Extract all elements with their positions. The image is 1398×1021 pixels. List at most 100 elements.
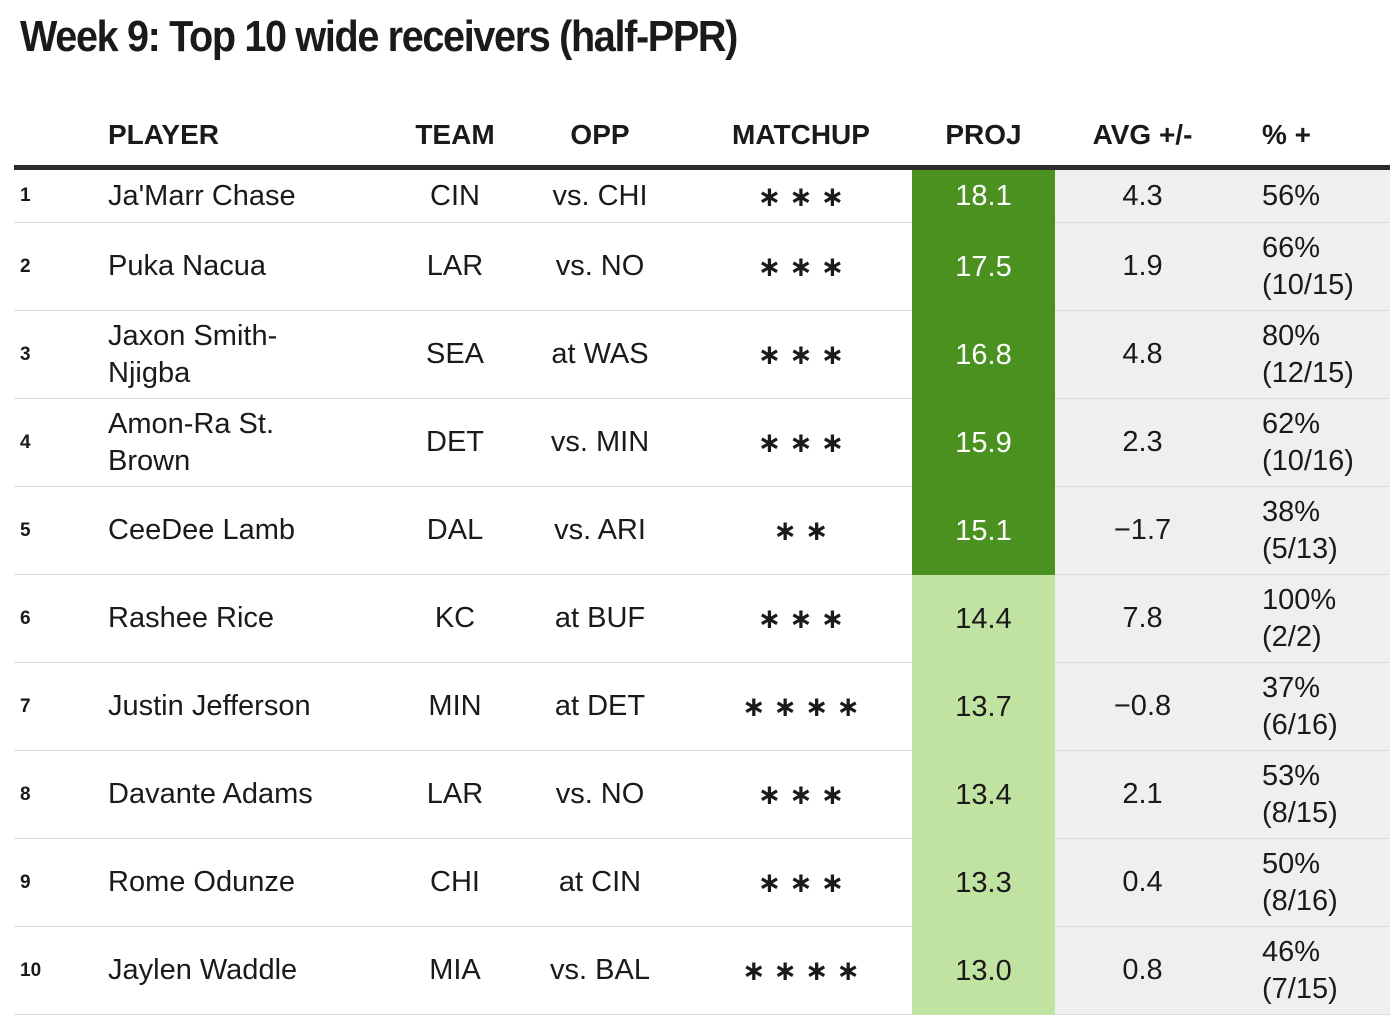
pct-value: 56% (1262, 179, 1321, 212)
rank-cell: 10 (14, 927, 80, 1015)
player-name: Rashee Rice (108, 602, 275, 634)
pct-exceed-cell: 46% (7/15) (1230, 927, 1390, 1015)
player-name: Davante Adams (108, 778, 313, 810)
player-name: Jaylen Waddle (108, 954, 298, 986)
receivers-table: PLAYER TEAM OPP MATCHUP PROJ AVG +/- % +… (14, 104, 1390, 1015)
projection-cell: 15.1 (912, 487, 1055, 575)
pct-exceed-cell: 62% (10/16) (1230, 399, 1390, 487)
player-cell: Ja'Marr Chase (80, 170, 400, 223)
pct-value: 100% (1262, 583, 1337, 616)
matchup-stars: ∗∗∗ (690, 399, 912, 487)
pct-exceed-cell: 56% (1230, 170, 1390, 223)
opponent-cell: vs. NO (510, 223, 690, 311)
opponent-cell: vs. BAL (510, 927, 690, 1015)
matchup-stars: ∗∗∗ (690, 170, 912, 223)
matchup-stars: ∗∗∗ (690, 311, 912, 399)
player-cell: Puka Nacua (80, 223, 400, 311)
team-cell: DET (400, 399, 510, 487)
pct-exceed-cell: 50% (8/16) (1230, 839, 1390, 927)
header-player: PLAYER (108, 118, 220, 150)
table-row: 2 Puka Nacua LAR vs. NO ∗∗∗ 17.5 1.9 66%… (14, 223, 1390, 311)
header-rank (14, 104, 80, 165)
projection-cell: 17.5 (912, 223, 1055, 311)
pct-value: 80% (1262, 319, 1321, 352)
rank-cell: 8 (14, 751, 80, 839)
team-cell: CIN (400, 170, 510, 223)
matchup-stars: ∗∗∗ (690, 575, 912, 663)
player-cell: Rashee Rice (80, 575, 400, 663)
pct-exceed-cell: 80% (12/15) (1230, 311, 1390, 399)
player-cell: Jaylen Waddle (80, 927, 400, 1015)
pct-exceed-cell: 37% (6/16) (1230, 663, 1390, 751)
pct-detail: (12/15) (1262, 356, 1354, 389)
table-row: 1 Ja'Marr Chase CIN vs. CHI ∗∗∗ 18.1 4.3… (14, 170, 1390, 223)
player-cell: Rome Odunze (80, 839, 400, 927)
player-name: Jaxon Smith-Njigba (108, 319, 278, 389)
pct-detail: (6/16) (1262, 708, 1338, 741)
table-row: 3 Jaxon Smith-Njigba SEA at WAS ∗∗∗ 16.8… (14, 311, 1390, 399)
pct-exceed-cell: 66% (10/15) (1230, 223, 1390, 311)
opponent-cell: at DET (510, 663, 690, 751)
pct-value: 62% (1262, 407, 1321, 440)
projection-cell: 13.7 (912, 663, 1055, 751)
pct-value: 66% (1262, 231, 1321, 264)
pct-detail: (7/15) (1262, 972, 1338, 1005)
rank-cell: 3 (14, 311, 80, 399)
projection-cell: 18.1 (912, 170, 1055, 223)
pct-detail: (2/2) (1262, 620, 1322, 653)
avg-diff-cell: 7.8 (1055, 575, 1230, 663)
avg-diff-cell: −1.7 (1055, 487, 1230, 575)
player-name: Ja'Marr Chase (108, 179, 296, 212)
avg-diff-cell: 1.9 (1055, 223, 1230, 311)
projection-cell: 16.8 (912, 311, 1055, 399)
matchup-stars: ∗∗∗ (690, 839, 912, 927)
projection-cell: 14.4 (912, 575, 1055, 663)
avg-diff-cell: 0.4 (1055, 839, 1230, 927)
pct-detail: (5/13) (1262, 532, 1338, 565)
avg-diff-cell: −0.8 (1055, 663, 1230, 751)
table-row: 6 Rashee Rice KC at BUF ∗∗∗ 14.4 7.8 100… (14, 575, 1390, 663)
team-cell: SEA (400, 311, 510, 399)
avg-diff-cell: 0.8 (1055, 927, 1230, 1015)
opponent-cell: at BUF (510, 575, 690, 663)
player-name: Puka Nacua (108, 250, 266, 282)
pct-value: 53% (1262, 759, 1321, 792)
matchup-stars: ∗∗ (690, 487, 912, 575)
table-row: 10 Jaylen Waddle MIA vs. BAL ∗∗∗∗ 13.0 0… (14, 927, 1390, 1015)
pct-detail: (10/16) (1262, 444, 1354, 477)
rank-cell: 5 (14, 487, 80, 575)
header-matchup: MATCHUP (732, 118, 870, 150)
page-title: Week 9: Top 10 wide receivers (half-PPR) (20, 12, 738, 61)
projection-cell: 15.9 (912, 399, 1055, 487)
pct-value: 37% (1262, 671, 1321, 704)
table-body: 1 Ja'Marr Chase CIN vs. CHI ∗∗∗ 18.1 4.3… (14, 170, 1390, 1015)
opponent-cell: vs. CHI (510, 170, 690, 223)
player-cell: Amon-Ra St. Brown (80, 399, 400, 487)
table-header-row: PLAYER TEAM OPP MATCHUP PROJ AVG +/- % + (14, 104, 1390, 170)
team-cell: KC (400, 575, 510, 663)
header-opp: OPP (570, 118, 630, 150)
header-avg: AVG +/- (1092, 118, 1193, 150)
table-row: 5 CeeDee Lamb DAL vs. ARI ∗∗ 15.1 −1.7 3… (14, 487, 1390, 575)
player-cell: Jaxon Smith-Njigba (80, 311, 400, 399)
opponent-cell: vs. NO (510, 751, 690, 839)
rank-cell: 4 (14, 399, 80, 487)
player-cell: CeeDee Lamb (80, 487, 400, 575)
avg-diff-cell: 4.8 (1055, 311, 1230, 399)
avg-diff-cell: 2.1 (1055, 751, 1230, 839)
player-name: Amon-Ra St. Brown (108, 407, 274, 477)
opponent-cell: at CIN (510, 839, 690, 927)
player-name: Rome Odunze (108, 866, 295, 898)
team-cell: DAL (400, 487, 510, 575)
team-cell: LAR (400, 223, 510, 311)
pct-exceed-cell: 100% (2/2) (1230, 575, 1390, 663)
player-cell: Davante Adams (80, 751, 400, 839)
table-row: 7 Justin Jefferson MIN at DET ∗∗∗∗ 13.7 … (14, 663, 1390, 751)
matchup-stars: ∗∗∗ (690, 751, 912, 839)
pct-exceed-cell: 38% (5/13) (1230, 487, 1390, 575)
pct-detail: (8/16) (1262, 884, 1338, 917)
header-pct: % + (1262, 118, 1312, 150)
header-proj: PROJ (945, 118, 1022, 150)
rank-cell: 6 (14, 575, 80, 663)
table-row: 4 Amon-Ra St. Brown DET vs. MIN ∗∗∗ 15.9… (14, 399, 1390, 487)
